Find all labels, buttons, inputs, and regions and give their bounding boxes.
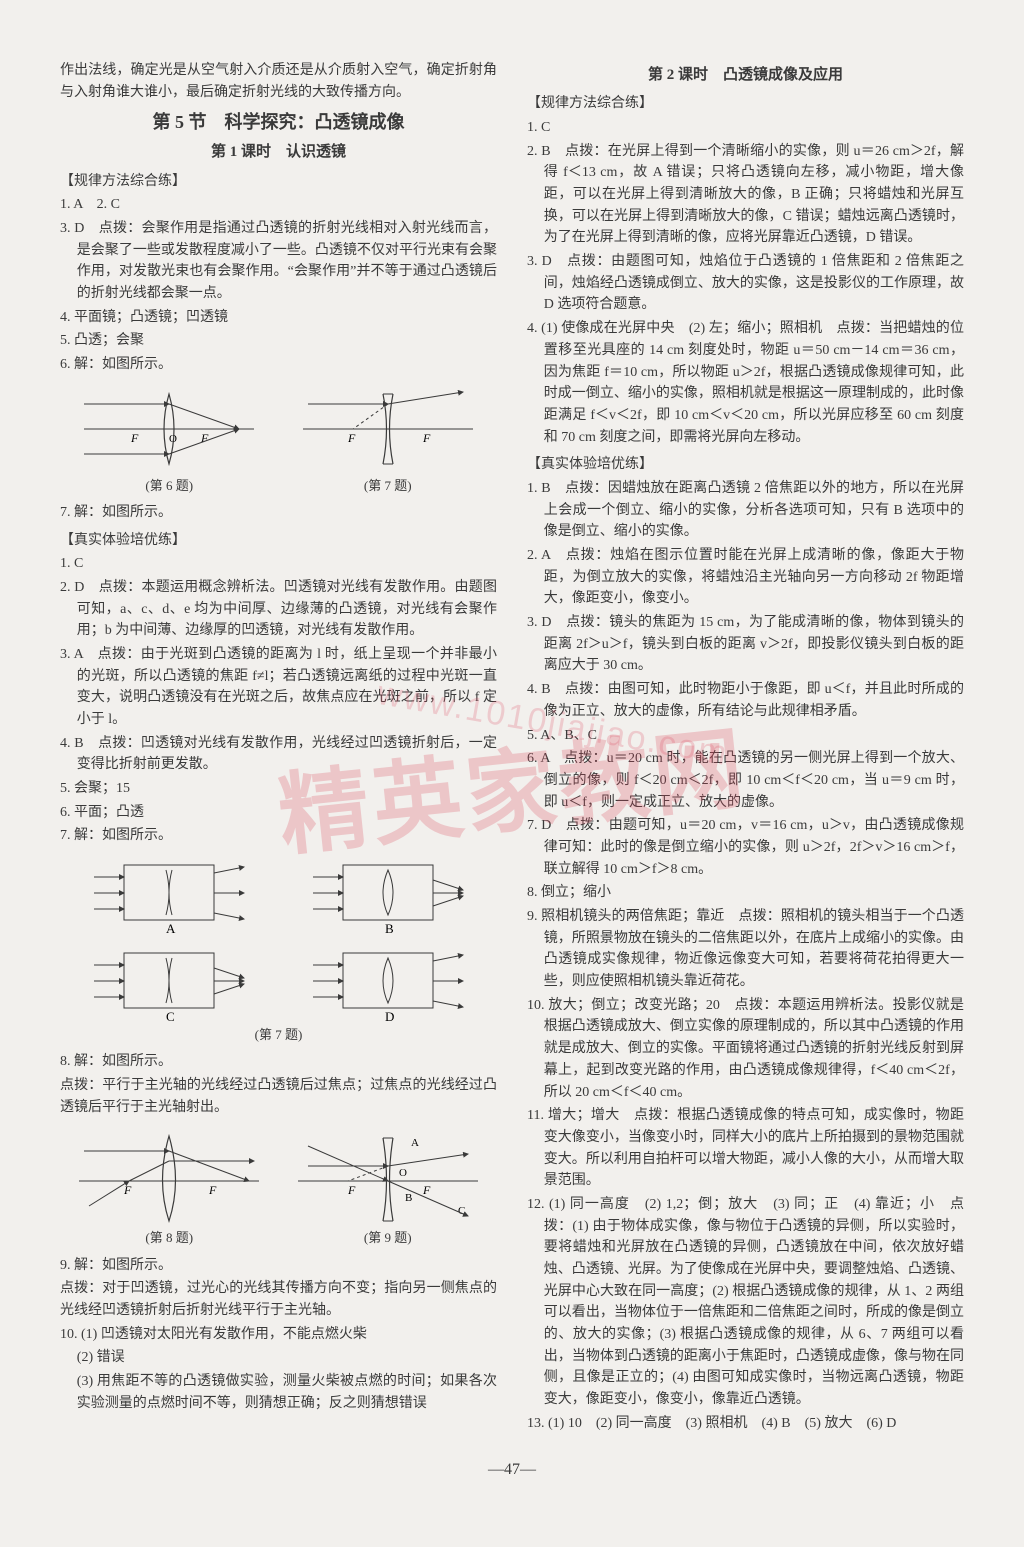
right-group1-heading: 【规律方法综合练】 [527, 93, 964, 115]
fig-7b-row1: A B [60, 855, 497, 935]
l-g2-9-note: 点拨：对于凹透镜，过光心的光线其传播方向不变；指向另一侧焦点的光线经凹透镜折射后… [60, 1278, 497, 1321]
fig9-caption: (第 9 题) [364, 1228, 412, 1248]
page-number: —47— [60, 1461, 964, 1479]
fig7b-cap-row: (第 7 题) [60, 1025, 497, 1045]
fig-9-svg: F F O A B C [293, 1126, 483, 1226]
r1-2: 2. B 点拨：在光屏上得到一个清晰缩小的实像，则 u＝26 cm＞2f，解得 … [527, 141, 964, 249]
svg-text:A: A [166, 921, 176, 935]
right-group2-heading: 【真实体验培优练】 [527, 454, 964, 476]
l-g2-6: 6. 平面；凸透 [60, 802, 497, 824]
l-g2-1: 1. C [60, 553, 497, 575]
svg-text:B: B [385, 921, 394, 935]
l-g2-10a: 10. (1) 凹透镜对太阳光有发散作用，不能点燃火柴 [60, 1324, 497, 1346]
fig-7b-B: B [303, 855, 473, 935]
svg-text:C: C [166, 1009, 175, 1023]
left-group1-heading: 【规律方法综合练】 [60, 171, 497, 193]
svg-text:F: F [347, 431, 356, 445]
svg-text:B: B [405, 1192, 412, 1204]
fig-7a-svg: F F [298, 384, 478, 474]
columns: 作出法线，确定光是从空气射入介质还是从介质射入空气，确定折射角与入射角谁大谁小，… [60, 60, 964, 1437]
l-g1-1: 1. A 2. C [60, 194, 497, 216]
r2-4: 4. B 点拨：由图可知，此时物距小于像距，即 u＜f，并且此时所成的像为正立、… [527, 679, 964, 722]
l-g2-8: 8. 解：如图所示。 [60, 1051, 497, 1073]
r2-3: 3. D 点拨：镜头的焦距为 15 cm，为了能成清晰的像，物体到镜头的距离 2… [527, 612, 964, 677]
svg-text:F: F [422, 431, 431, 445]
right-column: 第 2 课时 凸透镜成像及应用 【规律方法综合练】 1. C 2. B 点拨：在… [527, 60, 964, 1437]
fig-cap-row-8-9: (第 8 题) (第 9 题) [60, 1228, 497, 1248]
lesson-1-title: 第 1 课时 认识透镜 [60, 141, 497, 164]
r1-4: 4. (1) 使像成在光屏中央 (2) 左；缩小；照相机 点拨：当把蜡烛的位置移… [527, 318, 964, 448]
page: 精英家教网 www.1010jiajiao.com 作出法线，确定光是从空气射入… [0, 0, 1024, 1509]
fig-7b-C: C [84, 943, 254, 1023]
r2-8: 8. 倒立；缩小 [527, 882, 964, 904]
l-g1-7: 7. 解：如图所示。 [60, 502, 497, 524]
intro-text: 作出法线，确定光是从空气射入介质还是从介质射入空气，确定折射角与入射角谁大谁小，… [60, 60, 497, 103]
fig8-caption: (第 8 题) [145, 1228, 193, 1248]
l-g1-6: 6. 解：如图所示。 [60, 354, 497, 376]
fig-row-6-7: F F O [60, 384, 497, 474]
left-column: 作出法线，确定光是从空气射入介质还是从介质射入空气，确定折射角与入射角谁大谁小，… [60, 60, 497, 1437]
l-g1-5: 5. 凸透；会聚 [60, 330, 497, 352]
lesson-2-title: 第 2 课时 凸透镜成像及应用 [527, 64, 964, 87]
r2-12: 12. (1) 同一高度 (2) 1,2；倒；放大 (3) 同；正 (4) 靠近… [527, 1194, 964, 1411]
fig-7b-A: A [84, 855, 254, 935]
svg-text:C: C [458, 1205, 465, 1217]
r2-2: 2. A 点拨：烛焰在图示位置时能在光屏上成清晰的像，像距大于物距，为倒立放大的… [527, 545, 964, 610]
left-group2-heading: 【真实体验培优练】 [60, 530, 497, 552]
l-g2-8-note: 点拨：平行于主光轴的光线经过凸透镜后过焦点；过焦点的光线经过凸透镜后平行于主光轴… [60, 1075, 497, 1118]
l-g2-4: 4. B 点拨：凹透镜对光线有发散作用，光线经过凹透镜折射后，一定变得比折射前更… [60, 733, 497, 776]
r1-3: 3. D 点拨：由题图可知，烛焰位于凸透镜的 1 倍焦距和 2 倍焦距之间，烛焰… [527, 251, 964, 316]
fig-row-8-9: F F F F O A [60, 1126, 497, 1226]
fig-cap-row-6-7: (第 6 题) (第 7 题) [60, 476, 497, 496]
r2-6: 6. A 点拨：u＝20 cm 时，能在凸透镜的另一侧光屏上得到一个放大、倒立的… [527, 748, 964, 813]
section-5-title: 第 5 节 科学探究：凸透镜成像 [60, 109, 497, 137]
svg-text:F: F [130, 431, 139, 445]
fig-7b-row2: C D [60, 943, 497, 1023]
fig6-caption: (第 6 题) [145, 476, 193, 496]
r2-10: 10. 放大；倒立；改变光路；20 点拨：本题运用辨析法。投影仪就是根据凸透镜成… [527, 995, 964, 1103]
l-g2-2: 2. D 点拨：本题运用概念辨析法。凹透镜对光线有发散作用。由题图可知，a、c、… [60, 577, 497, 642]
l-g2-10c: (3) 用焦距不等的凸透镜做实验，测量火柴被点燃的时间；如果各次实验测量的点燃时… [60, 1371, 497, 1414]
r2-1: 1. B 点拨：因蜡烛放在距离凸透镜 2 倍焦距以外的地方，所以在光屏上会成一个… [527, 478, 964, 543]
r2-7: 7. D 点拨：由题可知，u＝20 cm，v＝16 cm，u＞v，由凸透镜成像规… [527, 815, 964, 880]
svg-text:F: F [422, 1183, 431, 1197]
fig-7b-D: D [303, 943, 473, 1023]
l-g2-10b: (2) 错误 [60, 1347, 497, 1369]
fig7b-caption: (第 7 题) [255, 1025, 303, 1045]
fig-6-svg: F F O [79, 384, 259, 474]
l-g2-7: 7. 解：如图所示。 [60, 825, 497, 847]
svg-text:F: F [208, 1183, 217, 1197]
l-g2-5: 5. 会聚；15 [60, 778, 497, 800]
svg-text:F: F [347, 1183, 356, 1197]
svg-text:O: O [399, 1167, 407, 1179]
fig-8-svg: F F [74, 1126, 264, 1226]
svg-text:O: O [169, 433, 177, 445]
r1-1: 1. C [527, 117, 964, 139]
fig7a-caption: (第 7 题) [364, 476, 412, 496]
svg-text:A: A [411, 1137, 419, 1149]
l-g2-9: 9. 解：如图所示。 [60, 1255, 497, 1277]
l-g2-3: 3. A 点拨：由于光斑到凸透镜的距离为 l 时，纸上呈现一个并非最小的光斑，所… [60, 644, 497, 731]
svg-text:D: D [385, 1009, 394, 1023]
r2-11: 11. 增大；增大 点拨：根据凸透镜成像的特点可知，成实像时，物距变大像变小，当… [527, 1105, 964, 1192]
l-g1-3: 3. D 点拨：会聚作用是指通过凸透镜的折射光线相对入射光线而言，是会聚了一些或… [60, 218, 497, 305]
r2-5: 5. A、B、C [527, 725, 964, 747]
r2-9: 9. 照相机镜头的两倍焦距；靠近 点拨：照相机的镜头相当于一个凸透镜，所照景物放… [527, 906, 964, 993]
svg-text:F: F [123, 1183, 132, 1197]
r2-13: 13. (1) 10 (2) 同一高度 (3) 照相机 (4) B (5) 放大… [527, 1413, 964, 1435]
l-g1-4: 4. 平面镜；凸透镜；凹透镜 [60, 307, 497, 329]
